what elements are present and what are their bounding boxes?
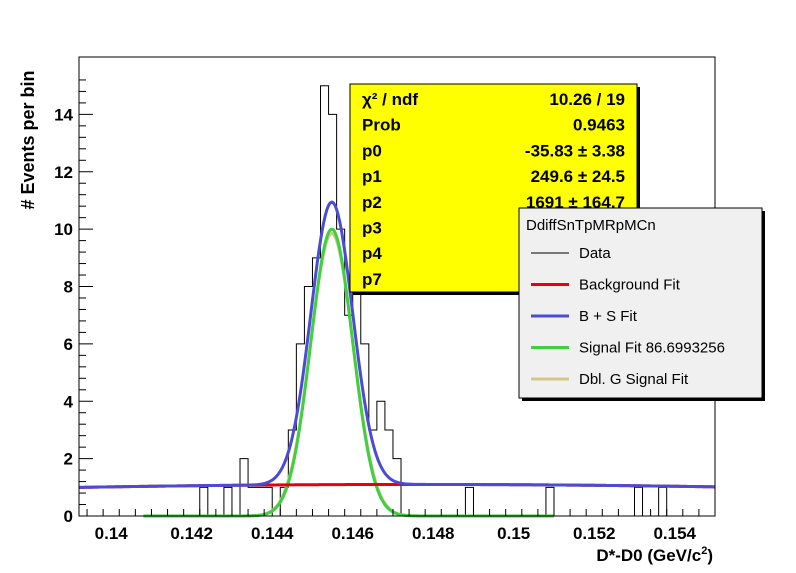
legend-item-label: Background Fit <box>579 277 681 294</box>
x-tick-label: 0.15 <box>497 524 530 543</box>
legend-title: DdiffSnTpMRpMCn <box>526 217 656 234</box>
stats-row-value: 1691 ± 164.7 <box>526 193 625 212</box>
legend: DdiffSnTpMRpMCn Data Background Fit B + S F… <box>518 207 765 401</box>
data-histogram-bin <box>464 486 474 516</box>
x-tick-label: 0.148 <box>412 524 455 543</box>
x-tick-label: 0.144 <box>251 524 294 543</box>
y-tick-label: 12 <box>54 163 73 182</box>
stats-row-value: 10.26 / 19 <box>549 90 625 109</box>
data-histogram-bin <box>545 486 555 516</box>
legend-item-label: B + S Fit <box>579 308 638 325</box>
x-tick-label: 0.146 <box>331 524 374 543</box>
stats-row-label: p3 <box>362 219 382 238</box>
x-tick-label: 0.142 <box>170 524 213 543</box>
y-tick-label: 14 <box>54 105 73 124</box>
stats-row-value: -35.83 ± 3.38 <box>525 141 625 160</box>
y-tick-label: 8 <box>64 278 73 297</box>
stats-row-label: p4 <box>362 244 382 263</box>
y-axis-label: # Events per bin <box>18 70 38 209</box>
stats-row-label: p2 <box>362 193 382 212</box>
x-tick-label: 0.14 <box>95 524 129 543</box>
x-tick-label: 0.154 <box>653 524 696 543</box>
legend-item-label: Signal Fit 86.6993256 <box>579 340 725 357</box>
y-tick-label: 2 <box>64 450 73 469</box>
legend-item-label: Data <box>579 245 611 262</box>
x-axis-label: D*-D0 (GeV/c2) <box>596 545 713 565</box>
data-histogram-bin <box>633 486 644 516</box>
stats-row-label: p1 <box>362 167 382 186</box>
stats-row-label: p7 <box>362 270 382 289</box>
legend-background <box>518 207 763 399</box>
y-tick-label: 10 <box>54 220 73 239</box>
data-histogram-bin <box>199 486 209 516</box>
y-tick-label: 6 <box>64 335 73 354</box>
stats-row-value: 249.6 ± 24.5 <box>531 167 625 186</box>
y-tick-label: 0 <box>64 507 73 526</box>
stats-row-value: 0.9463 <box>573 116 625 135</box>
legend-item-label: Dbl. G Signal Fit <box>579 371 689 388</box>
stats-row-label: Prob <box>362 116 401 135</box>
x-tick-label: 0.152 <box>573 524 616 543</box>
y-tick-label: 4 <box>64 392 74 411</box>
stats-row-label: χ² / ndf <box>362 90 418 109</box>
stats-row-label: p0 <box>362 141 382 160</box>
fit-curve-b-s-fit <box>78 200 716 489</box>
